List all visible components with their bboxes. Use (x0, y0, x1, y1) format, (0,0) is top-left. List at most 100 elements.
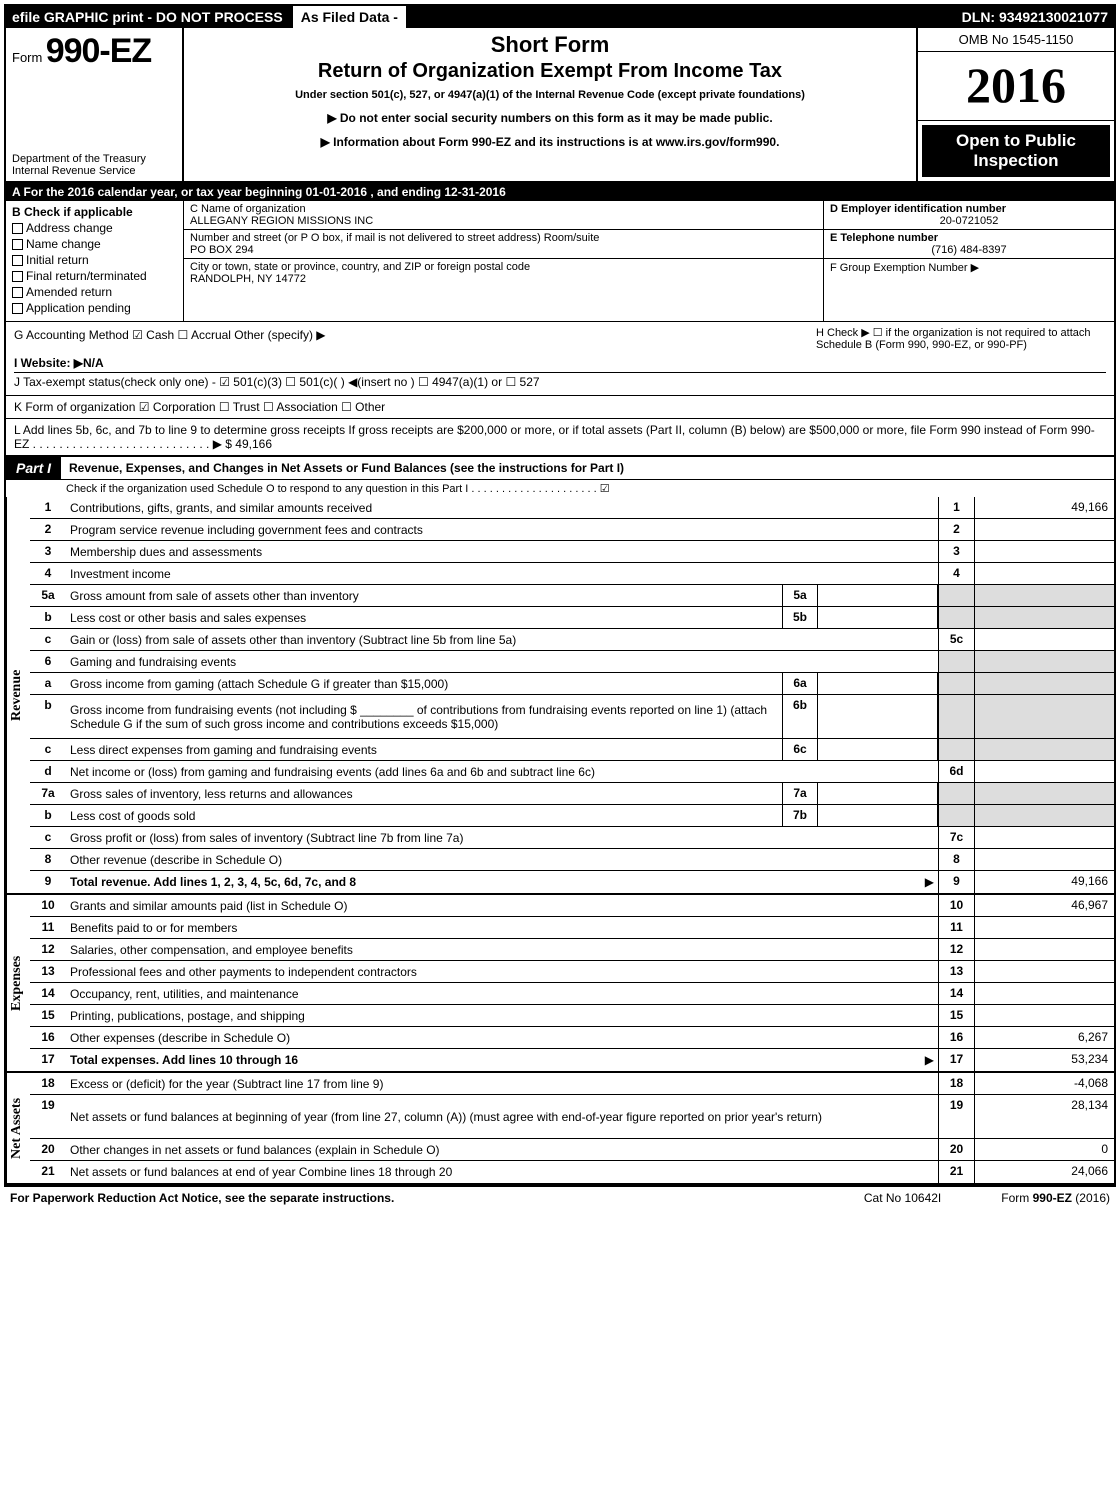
line-desc: Salaries, other compensation, and employ… (66, 939, 938, 960)
info-link: ▶ Information about Form 990-EZ and its … (192, 135, 908, 149)
right-amt (974, 629, 1114, 650)
right-amt (974, 673, 1114, 694)
right-amt: 0 (974, 1139, 1114, 1160)
j-tax-status: J Tax-exempt status(check only one) - ☑ … (14, 375, 1106, 389)
line-num: 16 (30, 1027, 66, 1048)
right-num: 18 (938, 1073, 974, 1094)
line-num: b (30, 695, 66, 738)
right-num: 8 (938, 849, 974, 870)
line-num: a (30, 673, 66, 694)
right-amt (974, 1005, 1114, 1026)
right-amt: 6,267 (974, 1027, 1114, 1048)
chk-address[interactable]: Address change (12, 221, 177, 235)
line-desc: Less cost of goods sold (66, 805, 782, 826)
right-num: 1 (938, 497, 974, 518)
line-num: c (30, 827, 66, 848)
form-number: 990-EZ (46, 32, 152, 70)
mid-num: 6c (782, 739, 818, 760)
line-table: Revenue 1Contributions, gifts, grants, a… (6, 497, 1114, 1183)
dln-number: DLN: 93492130021077 (956, 6, 1114, 28)
line-num: 19 (30, 1095, 66, 1138)
line-desc: Benefits paid to or for members (66, 917, 938, 938)
line-desc: Membership dues and assessments (66, 541, 938, 562)
header-mid: Short Form Return of Organization Exempt… (184, 28, 916, 181)
right-amt: 49,166 (974, 497, 1114, 518)
right-num (938, 651, 974, 672)
line-num: 1 (30, 497, 66, 518)
right-num (938, 739, 974, 760)
line-num: 13 (30, 961, 66, 982)
right-num: 11 (938, 917, 974, 938)
line-num: 20 (30, 1139, 66, 1160)
efile-notice: efile GRAPHIC print - DO NOT PROCESS (6, 6, 289, 28)
mid-amt (818, 673, 938, 694)
right-num (938, 585, 974, 606)
line-num: 2 (30, 519, 66, 540)
mid-num: 5b (782, 607, 818, 628)
line-num: 8 (30, 849, 66, 870)
line-16: 16Other expenses (describe in Schedule O… (30, 1027, 1114, 1049)
right-amt (974, 961, 1114, 982)
line-2: 2Program service revenue including gover… (30, 519, 1114, 541)
line-desc: Net income or (loss) from gaming and fun… (66, 761, 938, 782)
line-desc: Gross amount from sale of assets other t… (66, 585, 782, 606)
short-form-label: Short Form (192, 32, 908, 58)
right-amt (974, 519, 1114, 540)
right-num: 5c (938, 629, 974, 650)
line-c: cLess direct expenses from gaming and fu… (30, 739, 1114, 761)
line-num: 6 (30, 651, 66, 672)
right-num: 7c (938, 827, 974, 848)
chk-pending[interactable]: Application pending (12, 301, 177, 315)
right-num (938, 805, 974, 826)
mid-amt (818, 783, 938, 804)
right-amt (974, 805, 1114, 826)
right-amt (974, 541, 1114, 562)
right-amt (974, 917, 1114, 938)
right-amt (974, 607, 1114, 628)
line-b: bLess cost or other basis and sales expe… (30, 607, 1114, 629)
right-num: 21 (938, 1161, 974, 1183)
line-desc: Excess or (deficit) for the year (Subtra… (66, 1073, 938, 1094)
line-desc: Gross income from gaming (attach Schedul… (66, 673, 782, 694)
line-desc: Grants and similar amounts paid (list in… (66, 895, 938, 916)
right-amt: 49,166 (974, 871, 1114, 893)
line-desc: Contributions, gifts, grants, and simila… (66, 497, 938, 518)
paperwork-notice: For Paperwork Reduction Act Notice, see … (10, 1191, 394, 1205)
l-text: L Add lines 5b, 6c, and 7b to line 9 to … (14, 423, 1095, 451)
as-filed-label: As Filed Data - (293, 6, 406, 28)
header: Form 990-EZ Department of the Treasury I… (6, 28, 1114, 183)
part-i-title: Revenue, Expenses, and Changes in Net As… (61, 458, 632, 478)
org-name: ALLEGANY REGION MISSIONS INC (190, 215, 817, 227)
line-num: 10 (30, 895, 66, 916)
cat-no: Cat No 10642I (864, 1191, 941, 1205)
line-17: 17Total expenses. Add lines 10 through 1… (30, 1049, 1114, 1071)
right-amt (974, 761, 1114, 782)
chk-initial[interactable]: Initial return (12, 253, 177, 267)
chk-name[interactable]: Name change (12, 237, 177, 251)
mid-amt (818, 695, 938, 738)
topbar: efile GRAPHIC print - DO NOT PROCESS As … (6, 6, 1114, 28)
col-d-ein: D Employer identification number 20-0721… (824, 201, 1114, 321)
line-desc: Printing, publications, postage, and shi… (66, 1005, 938, 1026)
header-left: Form 990-EZ Department of the Treasury I… (6, 28, 184, 181)
row-l: L Add lines 5b, 6c, and 7b to line 9 to … (6, 419, 1114, 457)
line-desc: Net assets or fund balances at beginning… (66, 1095, 938, 1138)
org-city: RANDOLPH, NY 14772 (190, 273, 817, 285)
line-num: 15 (30, 1005, 66, 1026)
line-num: 5a (30, 585, 66, 606)
line-12: 12Salaries, other compensation, and empl… (30, 939, 1114, 961)
right-num (938, 607, 974, 628)
chk-amended[interactable]: Amended return (12, 285, 177, 299)
header-right: OMB No 1545-1150 2016 Open to Public Ins… (916, 28, 1114, 181)
line-num: 7a (30, 783, 66, 804)
row-a-taxyear: A For the 2016 calendar year, or tax yea… (6, 183, 1114, 201)
i-website: I Website: ▶N/A (14, 356, 1106, 373)
right-num: 12 (938, 939, 974, 960)
chk-final[interactable]: Final return/terminated (12, 269, 177, 283)
ein-value: 20-0721052 (830, 215, 1108, 227)
right-amt (974, 849, 1114, 870)
f-label: F Group Exemption Number ▶ (830, 261, 1108, 274)
line-num: c (30, 629, 66, 650)
right-num: 4 (938, 563, 974, 584)
section-expenses-label: Expenses (6, 895, 30, 1071)
